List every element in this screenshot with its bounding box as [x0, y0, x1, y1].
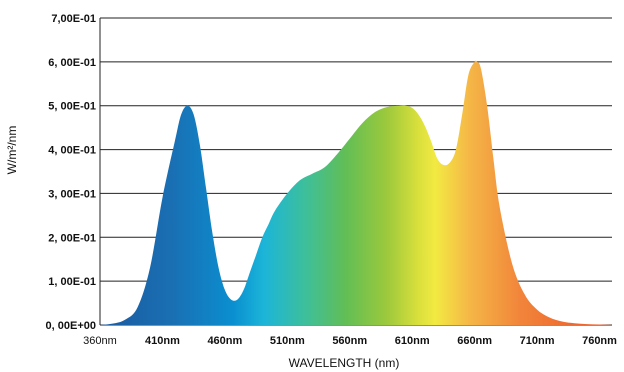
x-tick-label: 460nm	[207, 335, 242, 347]
x-tick-label: 710nm	[520, 335, 555, 347]
x-tick-label: 760nm	[582, 335, 617, 347]
x-axis-label: WAVELENGTH (nm)	[289, 356, 400, 370]
y-tick-label: 0, 00E+00	[46, 320, 96, 332]
spectrum-area	[100, 60, 612, 326]
y-tick-label: 5, 00E-01	[48, 101, 96, 113]
x-tick-label: 510nm	[270, 335, 305, 347]
y-axis-label: W/m²/nm	[5, 126, 19, 175]
y-tick-label: 6, 00E-01	[48, 57, 96, 69]
x-tick-label: 610nm	[395, 335, 430, 347]
x-axis-ticks: 360nm 410nm 460nm 510nm 560nm 610nm 660nm 710nm…	[83, 335, 617, 347]
x-tick-label: 360nm	[83, 335, 117, 347]
y-tick-label: 3, 00E-01	[48, 188, 96, 200]
x-tick-label: 560nm	[332, 335, 367, 347]
x-tick-label: 660nm	[457, 335, 492, 347]
y-tick-label: 2, 00E-01	[48, 232, 96, 244]
x-tick-label: 410nm	[145, 335, 180, 347]
y-tick-label: 7,00E-01	[51, 13, 96, 25]
y-tick-label: 1, 00E-01	[48, 276, 96, 288]
y-tick-label: 4, 00E-01	[48, 145, 96, 157]
y-axis-ticks: 0, 00E+00 1, 00E-01 2, 00E-01 3, 00E-01 4, 0…	[46, 13, 96, 332]
